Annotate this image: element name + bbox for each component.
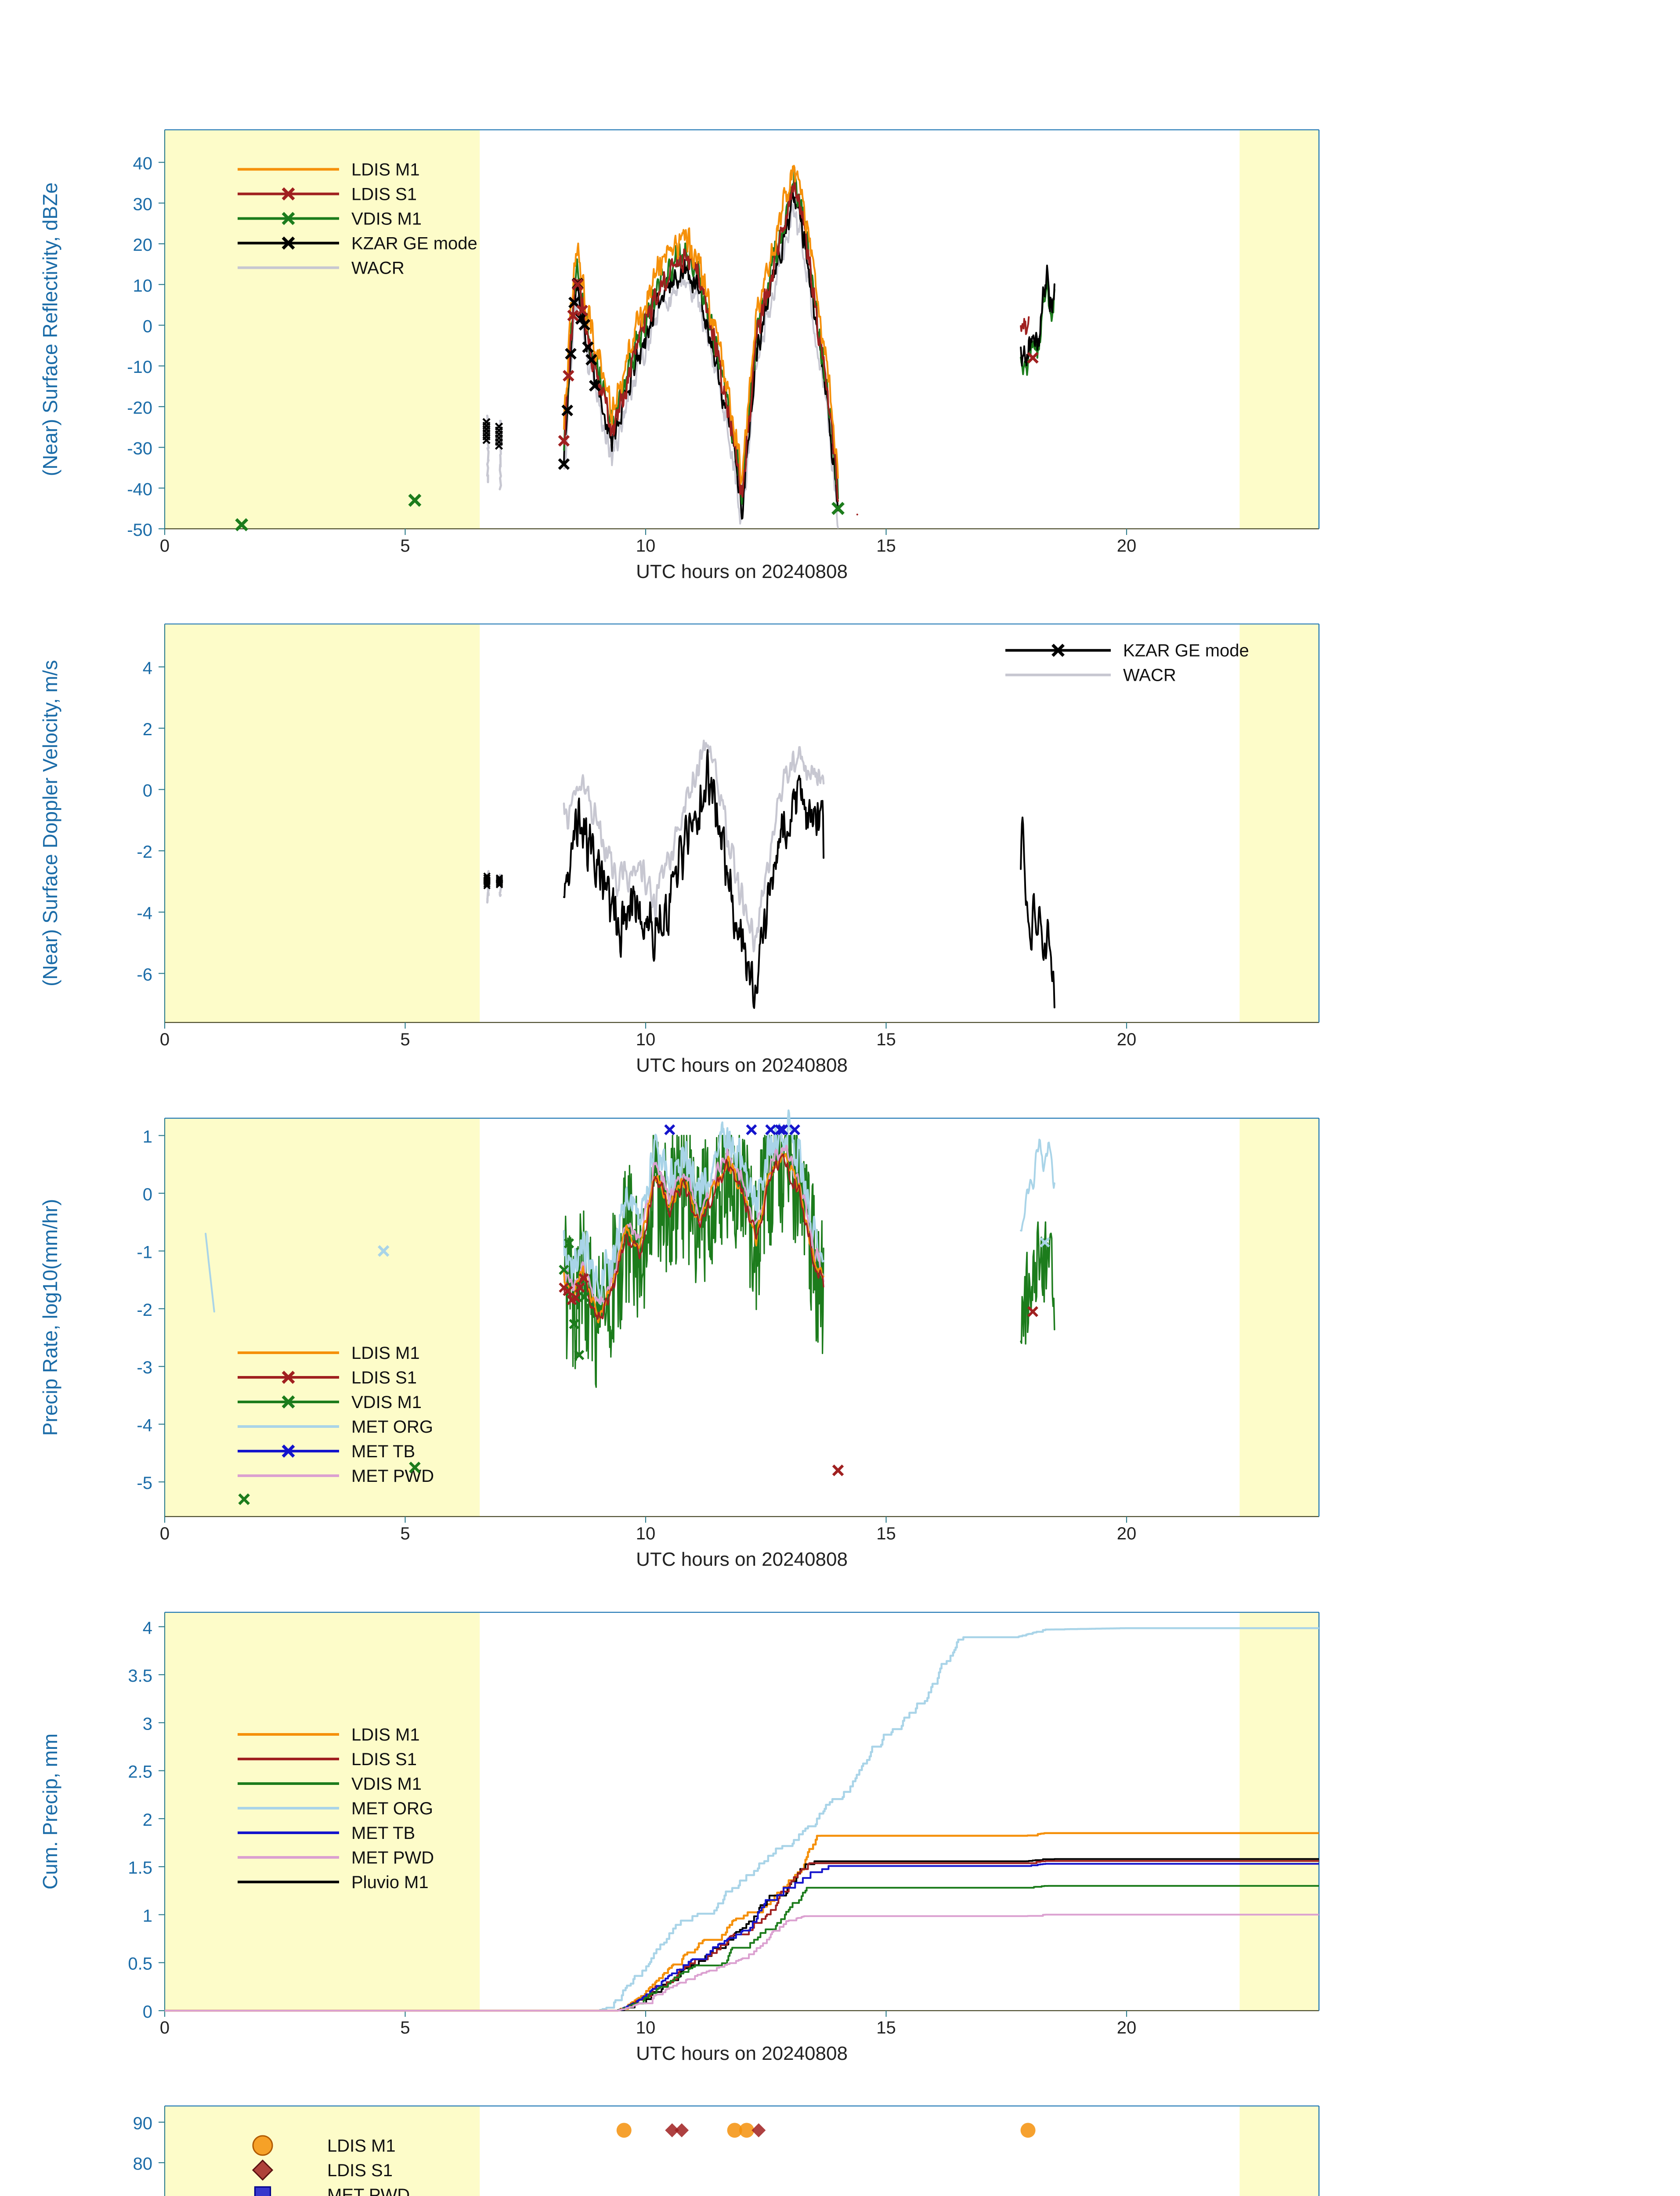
svg-text:MET PWD: MET PWD	[351, 1466, 434, 1486]
svg-text:Cum. Precip, mm: Cum. Precip, mm	[39, 1734, 61, 1889]
svg-text:LDIS M1: LDIS M1	[327, 2136, 396, 2156]
svg-text:MET PWD: MET PWD	[351, 1848, 434, 1867]
svg-text:5: 5	[400, 2018, 410, 2037]
svg-text:WACR: WACR	[1123, 666, 1176, 685]
svg-text:5: 5	[400, 1030, 410, 1049]
svg-text:15: 15	[876, 536, 896, 556]
svg-text:MET TB: MET TB	[351, 1442, 415, 1461]
svg-text:1: 1	[143, 1906, 152, 1925]
svg-text:0.5: 0.5	[128, 1954, 152, 1974]
svg-text:-2: -2	[137, 1300, 152, 1320]
svg-text:90: 90	[133, 2114, 153, 2133]
svg-text:(Near) Surface Doppler Velocit: (Near) Surface Doppler Velocity, m/s	[39, 660, 61, 986]
svg-text:MET ORG: MET ORG	[351, 1417, 433, 1437]
svg-text:LDIS M1: LDIS M1	[351, 1725, 420, 1745]
svg-text:LDIS S1: LDIS S1	[351, 1750, 417, 1769]
svg-text:-30: -30	[127, 439, 152, 459]
svg-text:-4: -4	[137, 904, 152, 923]
svg-text:VDIS M1: VDIS M1	[351, 1393, 422, 1412]
svg-text:LDIS S1: LDIS S1	[351, 1368, 417, 1387]
svg-text:-50: -50	[127, 520, 152, 540]
svg-text:UTC hours on 20240808: UTC hours on 20240808	[636, 561, 848, 582]
svg-text:30: 30	[133, 195, 153, 214]
svg-text:20: 20	[133, 235, 153, 255]
svg-text:0: 0	[160, 536, 170, 556]
svg-text:Pluvio M1: Pluvio M1	[351, 1873, 429, 1892]
svg-text:-10: -10	[127, 358, 152, 377]
svg-text:MET ORG: MET ORG	[351, 1799, 433, 1818]
svg-text:10: 10	[636, 2018, 656, 2037]
svg-text:1.5: 1.5	[128, 1858, 152, 1878]
svg-text:LDIS S1: LDIS S1	[351, 185, 417, 204]
svg-text:15: 15	[876, 1524, 896, 1543]
svg-text:2: 2	[143, 720, 152, 739]
svg-text:10: 10	[133, 276, 153, 296]
svg-text:20: 20	[1117, 1030, 1137, 1049]
svg-text:3.5: 3.5	[128, 1666, 152, 1686]
svg-text:MET TB: MET TB	[351, 1824, 415, 1843]
svg-text:20: 20	[1117, 2018, 1137, 2037]
svg-text:VDIS M1: VDIS M1	[351, 209, 422, 229]
svg-text:VDIS M1: VDIS M1	[351, 1774, 422, 1794]
svg-text:Precip Rate, log10(mm/hr): Precip Rate, log10(mm/hr)	[39, 1199, 61, 1436]
svg-text:LDIS S1: LDIS S1	[327, 2161, 393, 2180]
svg-text:WACR: WACR	[351, 259, 405, 278]
svg-text:4: 4	[143, 1618, 152, 1638]
svg-text:0: 0	[143, 781, 152, 801]
svg-text:4: 4	[143, 658, 152, 678]
svg-text:UTC hours on 20240808: UTC hours on 20240808	[636, 1055, 848, 1076]
svg-text:LDIS M1: LDIS M1	[351, 1344, 420, 1363]
svg-text:0: 0	[160, 2018, 170, 2037]
svg-text:MET PWD: MET PWD	[327, 2185, 410, 2196]
svg-text:UTC hours on 20240808: UTC hours on 20240808	[636, 2043, 848, 2064]
svg-text:20: 20	[1117, 536, 1137, 556]
svg-text:-3: -3	[137, 1358, 152, 1377]
svg-text:20: 20	[1117, 1524, 1137, 1543]
svg-text:15: 15	[876, 1030, 896, 1049]
svg-text:80: 80	[133, 2154, 153, 2174]
svg-text:10: 10	[636, 1030, 656, 1049]
svg-text:1: 1	[143, 1127, 152, 1146]
svg-text:2: 2	[143, 1810, 152, 1830]
svg-text:-5: -5	[137, 1474, 152, 1493]
svg-text:0: 0	[143, 317, 152, 336]
svg-text:0: 0	[160, 1524, 170, 1543]
svg-text:5: 5	[400, 536, 410, 556]
svg-text:10: 10	[636, 536, 656, 556]
svg-text:0: 0	[143, 2002, 152, 2022]
svg-text:-6: -6	[137, 965, 152, 984]
svg-text:10: 10	[636, 1524, 656, 1543]
svg-text:2.5: 2.5	[128, 1763, 152, 1782]
svg-text:UTC hours on 20240808: UTC hours on 20240808	[636, 1549, 848, 1570]
svg-text:(Near) Surface Reflectivity, d: (Near) Surface Reflectivity, dBZe	[39, 182, 61, 476]
svg-text:KZAR GE mode: KZAR GE mode	[1123, 641, 1249, 661]
svg-text:0: 0	[143, 1185, 152, 1204]
svg-text:-20: -20	[127, 398, 152, 418]
svg-text:15: 15	[876, 2018, 896, 2037]
svg-text:-2: -2	[137, 842, 152, 862]
svg-text:LDIS M1: LDIS M1	[351, 160, 420, 180]
svg-text:3: 3	[143, 1714, 152, 1734]
svg-text:5: 5	[400, 1524, 410, 1543]
svg-text:KZAR GE mode: KZAR GE mode	[351, 234, 477, 253]
svg-text:-1: -1	[137, 1242, 152, 1262]
svg-text:0: 0	[160, 1030, 170, 1049]
svg-text:-40: -40	[127, 480, 152, 499]
svg-text:-4: -4	[137, 1416, 152, 1435]
svg-text:40: 40	[133, 154, 153, 173]
